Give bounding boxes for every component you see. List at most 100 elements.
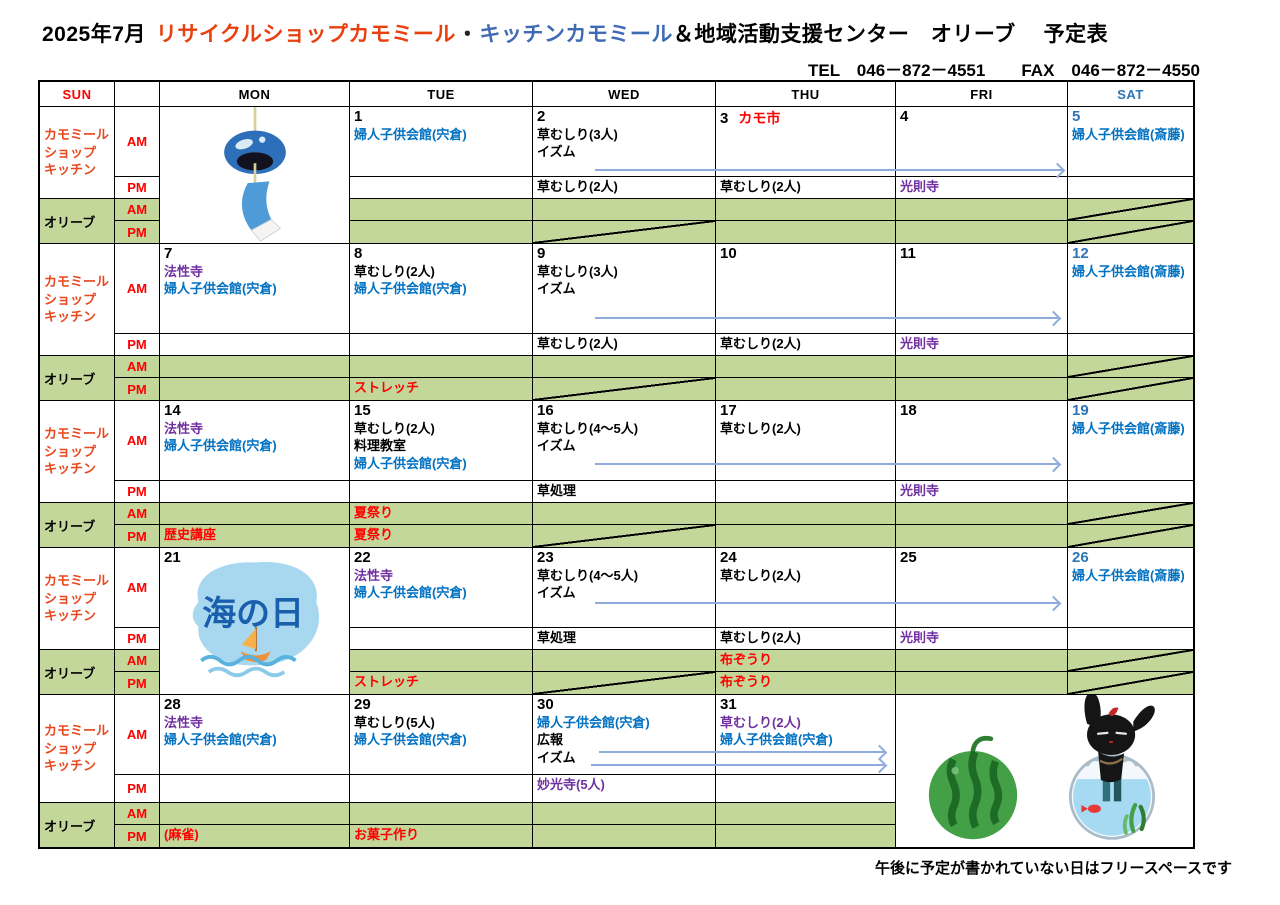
cell-sat-olive-am xyxy=(1068,199,1193,221)
title-separator: ・ xyxy=(456,23,479,46)
event: 草むしり(2人) xyxy=(720,179,801,194)
cell-fri-pm: 光則寺 xyxy=(896,334,1068,356)
cell-thu-am: 17 草むしり(2人) xyxy=(716,401,896,481)
am-row-label: AM xyxy=(115,244,160,334)
camomile-label-line: キッチン xyxy=(44,309,97,325)
date-line: 22 xyxy=(354,549,528,567)
date-line: 2 xyxy=(537,108,711,126)
cell-wed-olive-pm xyxy=(533,825,716,847)
cell-thu-am: 10 xyxy=(716,244,896,334)
date-number: 2 xyxy=(537,108,546,125)
event: 婦人子供会館(宍倉) xyxy=(164,281,277,297)
event: 草むしり(2人) xyxy=(720,336,801,351)
event: イズム xyxy=(537,438,576,454)
event: 法性寺 xyxy=(354,568,394,583)
title-month: 2025年7月 xyxy=(42,23,146,46)
header-tue: TUE xyxy=(350,82,533,107)
header-ampm-col xyxy=(115,82,160,107)
event: 光則寺 xyxy=(900,336,940,351)
date-line: 10 xyxy=(720,245,891,263)
event: 婦人子供会館(斎藤) xyxy=(1072,568,1185,583)
week-row-1: カモミール ショップ キッチン オリーブ AM PM AM PM 1 婦人子供会館(宍倉) 2 草む… xyxy=(40,107,1193,244)
event: 法性寺 xyxy=(164,421,204,436)
date-number: 26 xyxy=(1072,549,1089,566)
cell-tue-pm xyxy=(350,775,533,803)
cell-wed-olive-am xyxy=(533,356,716,378)
olive-row-label: オリーブ xyxy=(40,803,115,847)
date-number: 25 xyxy=(900,549,917,566)
cell-thu-olive-pm xyxy=(716,221,896,243)
cell-fri-olive-am xyxy=(896,650,1068,672)
cell-tue-olive-pm: ストレッチ xyxy=(350,672,533,694)
event: 布ぞうり xyxy=(720,674,773,689)
event: 婦人子供会館(宍倉) xyxy=(354,127,467,142)
cell-sat-olive-am xyxy=(1068,356,1193,378)
cell-sat-am: 19 婦人子供会館(斎藤) xyxy=(1068,401,1193,481)
camomile-label-line: ショップ xyxy=(44,590,97,606)
date-number: 16 xyxy=(537,402,554,419)
cell-sat-am: 5 婦人子供会館(斎藤) xyxy=(1068,107,1193,177)
camomile-label-line: カモミール xyxy=(44,127,110,143)
event: 草むしり(5人) xyxy=(354,715,435,730)
cell-tue-am: 8 草むしり(2人) 婦人子供会館(宍倉) xyxy=(350,244,533,334)
event: 草処理 xyxy=(537,483,577,498)
cell-fri-olive-pm xyxy=(896,525,1068,547)
am-row-label: AM xyxy=(115,401,160,481)
cell-thu-pm: 草むしり(2人) xyxy=(716,628,896,650)
event: 草むしり(2人) xyxy=(354,421,435,436)
date-line: 12 xyxy=(1072,245,1189,263)
date-number: 17 xyxy=(720,402,737,419)
event: イズム xyxy=(537,749,576,765)
camomile-row-label: カモミール ショップキッチン xyxy=(40,548,115,650)
olive-label: オリーブ xyxy=(44,665,96,681)
cell-tue-olive-am xyxy=(350,803,533,825)
cell-tue-olive-pm: お菓子作り xyxy=(350,825,533,847)
header-thu: THU xyxy=(716,82,896,107)
pm-row-label: PM xyxy=(115,825,160,847)
cell-sat-olive-pm xyxy=(1068,672,1193,694)
date-line: 18 xyxy=(900,402,1063,420)
event: 婦人子供会館(宍倉) xyxy=(354,281,467,297)
date-line: 24 xyxy=(720,549,891,567)
cell-fri-olive-pm xyxy=(896,378,1068,400)
event: 婦人子供会館(斎藤) xyxy=(1072,421,1185,436)
cell-tue-pm xyxy=(350,628,533,650)
date-number: 8 xyxy=(354,245,363,262)
date-line: 23 xyxy=(537,549,711,567)
date-line: 31 xyxy=(720,696,891,714)
date-line: 16 xyxy=(537,402,711,420)
date-line: 11 xyxy=(900,245,1063,263)
camomile-label-line: キッチン xyxy=(44,162,97,178)
header-mon: MON xyxy=(160,82,350,107)
umi-no-hi-marine-day-illustration-cell: 21 海の日 xyxy=(160,548,350,694)
cell-thu-olive-am: 布ぞうり xyxy=(716,650,896,672)
cell-tue-olive-pm: 夏祭り xyxy=(350,525,533,547)
event: 草むしり(2人) xyxy=(720,630,801,645)
event: 草むしり(2人) xyxy=(720,421,801,436)
camomile-label-line: カモミール xyxy=(44,274,110,290)
cell-sat-pm xyxy=(1068,334,1193,356)
fax-number: FAX 046－872－4550 xyxy=(1021,61,1200,80)
olive-row-label: オリーブ xyxy=(40,503,115,547)
date-number: 29 xyxy=(354,696,371,713)
olive-label: オリーブ xyxy=(44,371,96,387)
date-line: 3 カモ市 xyxy=(720,108,891,128)
camomile-label-line: キッチン xyxy=(44,608,97,624)
week-row-4: カモミール ショップ キッチン オリーブ AM PM AM PM 21 海の日 22 法性寺 婦人子… xyxy=(40,548,1193,695)
pm-row-label: PM xyxy=(115,481,160,503)
marine-day-icon: 海の日 xyxy=(192,561,319,678)
event: 婦人子供会館(宍倉) xyxy=(537,715,650,730)
header-sun: SUN xyxy=(40,82,115,107)
cell-thu-olive-pm: 布ぞうり xyxy=(716,672,896,694)
cell-tue-pm xyxy=(350,177,533,199)
camomile-label-line: カモミール xyxy=(44,573,110,589)
cell-thu-olive-pm xyxy=(716,525,896,547)
date-line: 5 xyxy=(1072,108,1189,126)
date-line: 17 xyxy=(720,402,891,420)
cell-sat-olive-am xyxy=(1068,503,1193,525)
cell-fri-am: 11 xyxy=(896,244,1068,334)
cell-tue-olive-am xyxy=(350,199,533,221)
cell-wed-olive-am xyxy=(533,650,716,672)
watermelon-icon xyxy=(928,735,1017,840)
event: 草むしり(3人) xyxy=(537,127,618,142)
